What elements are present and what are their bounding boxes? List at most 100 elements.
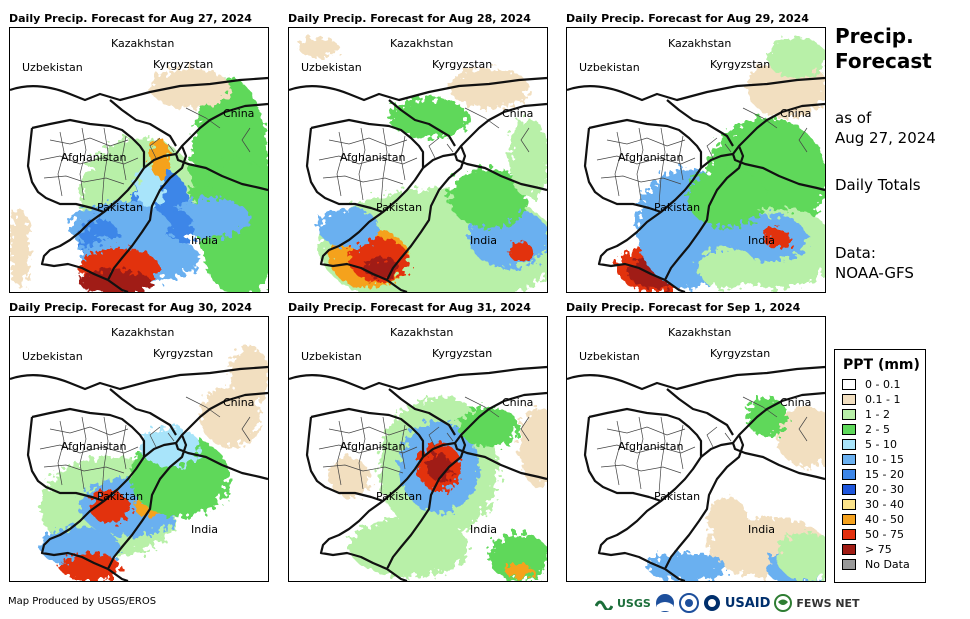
province-boundaries xyxy=(39,107,251,205)
country-label-india: India xyxy=(191,523,218,536)
country-label-afghanistan: Afghanistan xyxy=(618,440,684,453)
legend-swatch xyxy=(842,559,856,570)
legend-swatch xyxy=(842,394,856,405)
legend-label: 2 - 5 xyxy=(865,423,890,436)
precip-area xyxy=(150,68,230,108)
panel-title: Daily Precip. Forecast for Sep 1, 2024 xyxy=(566,301,801,314)
precip-area xyxy=(449,168,529,228)
precip-area xyxy=(459,407,519,447)
country-label-uzbekistan: Uzbekistan xyxy=(22,350,83,363)
country-label-china: China xyxy=(780,107,811,120)
legend-label: No Data xyxy=(865,558,910,571)
country-label-kyrgyzstan: Kyrgyzstan xyxy=(710,347,770,360)
country-label-india: India xyxy=(470,234,497,247)
panel-title: Daily Precip. Forecast for Aug 30, 2024 xyxy=(9,301,252,314)
country-label-pakistan: Pakistan xyxy=(97,201,143,214)
precip-area xyxy=(140,427,200,467)
country-label-afghanistan: Afghanistan xyxy=(61,440,127,453)
country-borders xyxy=(10,365,268,581)
country-label-china: China xyxy=(223,396,254,409)
legend-swatch xyxy=(842,439,856,450)
precip-map-svg: Kazakhstan Uzbekistan Kyrgyzstan China Afgha… xyxy=(10,326,268,581)
legend-item: 0 - 0.1 xyxy=(842,377,925,392)
country-label-china: China xyxy=(780,396,811,409)
country-label-china: China xyxy=(502,107,533,120)
legend-item: 30 - 40 xyxy=(842,497,925,512)
precip-area xyxy=(299,38,339,58)
legend-label: 1 - 2 xyxy=(865,408,890,421)
precip-area xyxy=(389,98,469,138)
province-boundaries xyxy=(39,396,251,494)
legend-label: 0 - 0.1 xyxy=(865,378,901,391)
legend: PPT (mm) 0 - 0.1 0.1 - 1 1 - 2 2 - 5 5 - 10 1… xyxy=(834,349,926,583)
precip-area xyxy=(349,517,469,577)
precip-area xyxy=(505,563,533,579)
legend-item: 5 - 10 xyxy=(842,437,925,452)
legend-swatch xyxy=(842,484,856,495)
precip-map-svg: Kazakhstan Uzbekistan Kyrgyzstan China Afgha… xyxy=(289,37,547,292)
country-label-pakistan: Pakistan xyxy=(376,201,422,214)
precip-area xyxy=(777,533,825,581)
country-label-uzbekistan: Uzbekistan xyxy=(579,350,640,363)
country-label-afghanistan: Afghanistan xyxy=(340,151,406,164)
precip-area xyxy=(707,497,747,537)
precip-map: Kazakhstan Uzbekistan Kyrgyzstan China Afgha… xyxy=(566,27,826,293)
legend-label: 10 - 15 xyxy=(865,453,904,466)
fews-globe-icon xyxy=(774,594,793,612)
legend-label: 0.1 - 1 xyxy=(865,393,901,406)
country-label-uzbekistan: Uzbekistan xyxy=(301,61,362,74)
legend-swatch xyxy=(842,499,856,510)
precip-map: Kazakhstan Uzbekistan Kyrgyzstan China Afgha… xyxy=(288,316,548,582)
legend-item: 15 - 20 xyxy=(842,467,925,482)
legend-swatch xyxy=(842,469,856,480)
country-label-china: China xyxy=(223,107,254,120)
doi-seal-icon xyxy=(678,593,699,613)
legend-item: 50 - 75 xyxy=(842,527,925,542)
precip-map: Kazakhstan Uzbekistan Kyrgyzstan China Afgha… xyxy=(9,27,269,293)
legend-swatch xyxy=(842,454,856,465)
legend-item: 40 - 50 xyxy=(842,512,925,527)
country-label-pakistan: Pakistan xyxy=(654,201,700,214)
precip-area xyxy=(747,397,787,437)
country-label-kyrgyzstan: Kyrgyzstan xyxy=(432,58,492,71)
country-borders xyxy=(289,76,547,292)
country-label-kazakhstan: Kazakhstan xyxy=(111,326,174,339)
sidebar-title: Precip. Forecast xyxy=(835,24,932,73)
usgs-logo-text: USGS xyxy=(617,596,651,610)
precip-map: Kazakhstan Uzbekistan Kyrgyzstan China Afgha… xyxy=(566,316,826,582)
legend-title: PPT (mm) xyxy=(843,357,920,373)
precip-map-svg: Kazakhstan Uzbekistan Kyrgyzstan China Afgha… xyxy=(289,326,547,581)
legend-label: 15 - 20 xyxy=(865,468,904,481)
precip-map: Kazakhstan Uzbekistan Kyrgyzstan China Afgha… xyxy=(9,316,269,582)
precip-area xyxy=(777,407,825,467)
country-label-india: India xyxy=(748,523,775,536)
legend-item: > 75 xyxy=(842,542,925,557)
panel-title: Daily Precip. Forecast for Aug 29, 2024 xyxy=(566,12,809,25)
country-label-kazakhstan: Kazakhstan xyxy=(668,37,731,50)
country-label-india: India xyxy=(470,523,497,536)
province-boundaries xyxy=(596,107,808,205)
province-boundaries xyxy=(596,396,808,494)
precip-area xyxy=(647,553,727,581)
precip-area xyxy=(319,208,379,248)
province-boundaries xyxy=(318,107,530,205)
precip-map-svg: Kazakhstan Uzbekistan Kyrgyzstan China Afgha… xyxy=(10,37,268,292)
country-label-india: India xyxy=(191,234,218,247)
precip-area xyxy=(519,407,547,487)
legend-label: 50 - 75 xyxy=(865,528,904,541)
panel-title: Daily Precip. Forecast for Aug 28, 2024 xyxy=(288,12,531,25)
precip-area xyxy=(767,38,825,78)
map-credit: Map Produced by USGS/EROS xyxy=(8,596,157,607)
legend-label: 5 - 10 xyxy=(865,438,897,451)
panel-title: Daily Precip. Forecast for Aug 27, 2024 xyxy=(9,12,252,25)
legend-label: 20 - 30 xyxy=(865,483,904,496)
data-source: Data: NOAA-GFS xyxy=(835,244,914,282)
legend-label: 30 - 40 xyxy=(865,498,904,511)
precip-area xyxy=(427,453,451,481)
country-borders xyxy=(289,365,547,581)
legend-label: 40 - 50 xyxy=(865,513,904,526)
legend-item: 10 - 15 xyxy=(842,452,925,467)
country-label-pakistan: Pakistan xyxy=(376,490,422,503)
country-label-india: India xyxy=(748,234,775,247)
legend-swatch xyxy=(842,424,856,435)
